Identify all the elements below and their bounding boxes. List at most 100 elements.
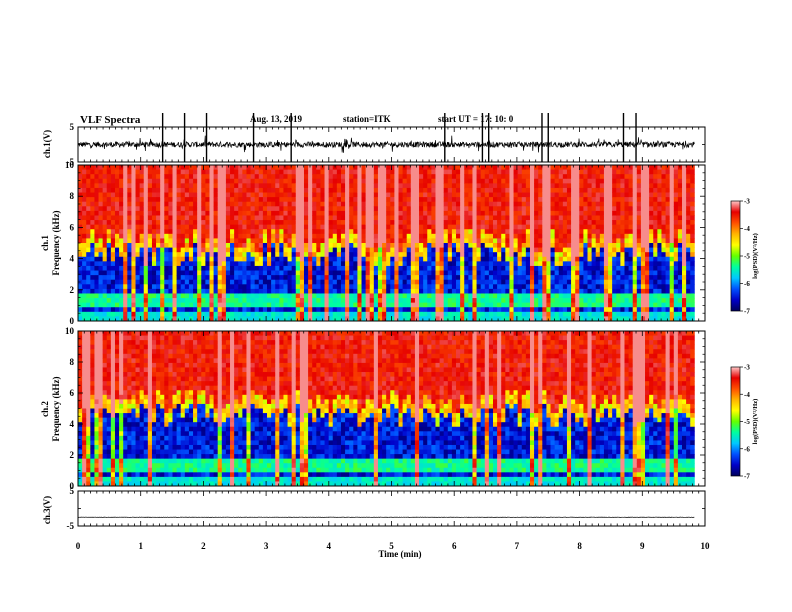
spectrogram-cell <box>180 279 186 285</box>
spectrogram-cell <box>505 187 510 193</box>
spectrogram-cell <box>172 220 178 226</box>
spectrogram-cell <box>180 302 186 308</box>
spectrogram-cell <box>546 187 551 193</box>
spectrogram-cell <box>616 201 621 207</box>
spectrogram-cell <box>410 197 416 203</box>
spectrogram-cell <box>250 265 256 271</box>
spectrogram-cell <box>579 298 584 304</box>
spectrogram-cell <box>402 238 408 244</box>
spectrogram-cell <box>521 256 527 262</box>
spectrogram-cell <box>423 270 428 276</box>
spectrogram-cell <box>513 311 519 317</box>
spectrogram-cell <box>156 169 161 175</box>
spectrogram-cell <box>620 279 625 285</box>
spectrogram-cell <box>139 288 145 294</box>
spectrogram-cell <box>139 311 145 317</box>
spectrogram-cell <box>402 270 408 276</box>
spectrogram-cell <box>234 307 239 313</box>
spectrogram-cell <box>608 210 613 216</box>
spectrogram-cell <box>230 169 235 175</box>
spectrogram-cell <box>98 183 104 189</box>
spectrogram-cell <box>497 183 502 189</box>
spectrogram-cell <box>566 178 572 184</box>
spectrogram-cell <box>525 279 531 285</box>
spectrogram-cell <box>127 307 132 313</box>
spectrogram-cell <box>160 187 165 193</box>
spectrogram-cell <box>427 261 432 267</box>
spectrogram-cell <box>624 316 629 322</box>
spectrogram-cell <box>484 169 490 175</box>
spectrogram-cell <box>402 233 408 239</box>
spectrogram-cell <box>632 220 638 226</box>
spectrogram-cell <box>139 261 145 267</box>
spectrogram-cell <box>464 288 469 294</box>
spectrogram-cell <box>299 238 305 244</box>
spectrogram-cell <box>246 233 251 239</box>
spectrogram-cell <box>123 238 128 244</box>
spectrogram-cell <box>480 288 486 294</box>
spectrogram-cell <box>382 247 387 253</box>
spectrogram-cell <box>78 270 83 276</box>
spectrogram-cell <box>538 224 543 230</box>
spectrogram-cell <box>620 293 625 299</box>
spectrogram-cell <box>201 183 206 189</box>
spectrogram-cell <box>131 298 136 304</box>
spectrogram-cell <box>258 238 264 244</box>
spectrogram-cell <box>571 279 576 285</box>
spectrogram-cell <box>98 265 104 271</box>
spectrogram-cell <box>406 165 412 170</box>
spectrogram-cell <box>410 261 416 267</box>
spectrogram-cell <box>151 215 157 221</box>
spectrogram-cell <box>234 192 239 198</box>
spectrogram-cell <box>349 275 354 281</box>
spectrogram-cell <box>267 247 272 253</box>
spectrogram-cell <box>365 165 371 170</box>
spectrogram-cell <box>608 316 613 322</box>
spectrogram-cell <box>303 233 309 239</box>
spectrogram-cell <box>176 247 182 253</box>
spectrogram-cell <box>172 275 178 281</box>
spectrogram-cell <box>135 302 141 308</box>
spectrogram-cell <box>509 165 514 170</box>
spectrogram-cell <box>299 270 305 276</box>
spectrogram-cell <box>238 252 243 258</box>
spectrogram-cell <box>554 165 560 170</box>
spectrogram-cell <box>591 215 597 221</box>
spectrogram-cell <box>513 197 519 203</box>
spectrogram-cell <box>534 293 539 299</box>
spectrogram-cell <box>98 192 104 198</box>
spectrogram-cell <box>423 238 428 244</box>
spectrogram-cell <box>410 206 416 212</box>
spectrogram-cell <box>151 183 157 189</box>
spectrogram-cell <box>164 247 169 253</box>
spectrogram-cell <box>382 192 387 198</box>
spectrogram-cell <box>427 229 432 235</box>
spectrogram-cell <box>468 206 473 212</box>
spectrogram-cell <box>542 187 547 193</box>
spectrogram-cell <box>234 279 239 285</box>
spectrogram-cell <box>303 279 309 285</box>
spectrogram-cell <box>308 220 313 226</box>
spectrogram-cell <box>119 270 124 276</box>
spectrogram-cell <box>308 298 313 304</box>
spectrogram-cell <box>493 265 498 271</box>
spectrogram-cell <box>542 275 547 281</box>
spectrogram-cell <box>488 265 494 271</box>
spectrogram-cell <box>262 284 268 290</box>
spectrogram-cell <box>225 311 231 317</box>
spectrogram-cell <box>217 215 223 221</box>
spectrogram-cell <box>230 298 235 304</box>
spectrogram-cell <box>254 279 260 285</box>
spectrogram-cell <box>234 187 239 193</box>
spectrogram-cell <box>464 201 469 207</box>
spectrogram-cell <box>271 265 276 271</box>
spectrogram-cell <box>164 302 169 308</box>
spectrogram-cell <box>640 220 646 226</box>
spectrogram-cell <box>373 169 379 175</box>
spectrogram-cell <box>242 233 247 239</box>
spectrogram-cell <box>603 233 609 239</box>
spectrogram-cell <box>291 261 297 267</box>
spectrogram-cell <box>484 165 490 170</box>
spectrogram-cell <box>493 169 498 175</box>
spectrogram-cell <box>493 302 498 308</box>
